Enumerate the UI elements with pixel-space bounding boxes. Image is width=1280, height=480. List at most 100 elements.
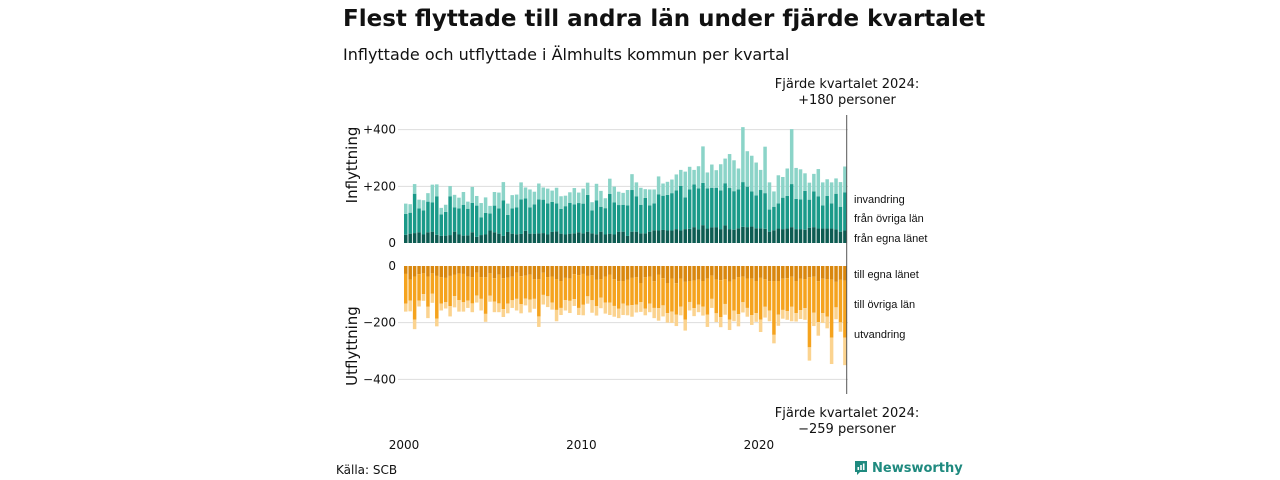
bar-invandring: [590, 202, 594, 211]
bar-fran-ovriga-lan: [559, 209, 563, 234]
bar-utvandring: [470, 303, 475, 313]
bar-utvandring: [643, 308, 648, 316]
bar-fran-egna-lanet: [523, 230, 528, 243]
bar-fran-ovriga-lan: [532, 204, 537, 234]
bar-utvandring: [616, 308, 621, 319]
bar-utvandring: [612, 305, 616, 317]
bar-fran-ovriga-lan: [594, 200, 599, 235]
bar-fran-ovriga-lan: [479, 217, 483, 236]
bar-invandring: [710, 164, 714, 188]
bar-till-egna-lanet: [696, 266, 701, 280]
bar-utvandring: [568, 300, 572, 314]
bar-fran-egna-lanet: [825, 228, 829, 243]
bar-utvandring: [506, 303, 510, 314]
bar-utvandring: [439, 303, 443, 311]
bar-utvandring: [820, 313, 825, 323]
bar-utvandring: [785, 311, 789, 320]
bar-till-ovriga-lan: [452, 274, 457, 297]
bar-fran-egna-lanet: [408, 233, 412, 243]
bar-till-ovriga-lan: [430, 273, 435, 294]
bar-till-egna-lanet: [550, 266, 554, 277]
bar-till-ovriga-lan: [523, 275, 528, 299]
bar-utvandring: [492, 301, 497, 313]
brand-logo-link[interactable]: Newsworthy: [854, 460, 963, 476]
bar-fran-egna-lanet: [789, 227, 794, 243]
bar-fran-ovriga-lan: [488, 213, 492, 231]
bar-fran-egna-lanet: [683, 229, 687, 243]
bar-till-egna-lanet: [687, 266, 692, 282]
bar-till-ovriga-lan: [488, 273, 492, 296]
bar-till-egna-lanet: [585, 266, 590, 276]
bar-fran-ovriga-lan: [599, 206, 603, 232]
bar-invandring: [550, 190, 554, 202]
bar-till-ovriga-lan: [714, 279, 719, 314]
bar-fran-egna-lanet: [807, 227, 812, 243]
bar-invandring: [532, 191, 537, 205]
bar-till-ovriga-lan: [435, 275, 439, 319]
bar-fran-egna-lanet: [843, 230, 847, 243]
bar-till-egna-lanet: [639, 266, 643, 283]
bar-utvandring: [479, 298, 483, 311]
bar-fran-egna-lanet: [656, 230, 661, 243]
bar-till-egna-lanet: [661, 266, 665, 279]
bar-invandring: [798, 169, 803, 200]
bar-utvandring: [687, 301, 692, 311]
bar-till-ovriga-lan: [785, 278, 789, 312]
bar-utvandring: [448, 306, 452, 317]
bar-utvandring: [754, 313, 758, 322]
bar-fran-egna-lanet: [741, 226, 745, 243]
bar-till-egna-lanet: [785, 266, 789, 279]
bar-invandring: [594, 183, 599, 201]
bar-utvandring: [554, 309, 559, 322]
legend-invandring: invandring: [854, 194, 905, 206]
bar-till-egna-lanet: [492, 266, 497, 279]
bar-fran-ovriga-lan: [807, 199, 812, 228]
bar-till-ovriga-lan: [816, 281, 821, 323]
bar-utvandring: [812, 312, 816, 327]
callout-top-line1: Fjärde kvartalet 2024:: [775, 77, 919, 92]
bar-till-ovriga-lan: [834, 281, 838, 308]
bar-invandring: [807, 182, 812, 200]
bar-fran-egna-lanet: [426, 232, 430, 243]
bar-till-egna-lanet: [457, 266, 461, 274]
bar-fran-ovriga-lan: [794, 198, 798, 230]
bar-till-ovriga-lan: [838, 279, 843, 323]
bar-fran-ovriga-lan: [714, 187, 719, 228]
bar-till-ovriga-lan: [763, 279, 767, 307]
bar-till-egna-lanet: [812, 266, 816, 277]
bar-fran-ovriga-lan: [692, 184, 696, 228]
bar-invandring: [745, 151, 750, 187]
bar-till-ovriga-lan: [461, 273, 466, 303]
bar-till-egna-lanet: [745, 266, 750, 279]
bar-fran-egna-lanet: [625, 235, 630, 243]
bar-fran-ovriga-lan: [581, 203, 585, 234]
bar-invandring: [461, 192, 466, 205]
bar-utvandring: [581, 304, 585, 316]
bar-fran-ovriga-lan: [736, 189, 741, 229]
bar-till-egna-lanet: [683, 266, 687, 282]
bar-utvandring: [772, 334, 776, 344]
bar-invandring: [794, 167, 798, 199]
bar-fran-ovriga-lan: [763, 193, 767, 229]
bar-till-ovriga-lan: [776, 281, 781, 315]
bar-invandring: [603, 198, 608, 209]
bar-fran-egna-lanet: [745, 227, 750, 243]
bar-till-ovriga-lan: [679, 278, 683, 307]
bar-invandring: [758, 169, 763, 191]
bar-invandring: [754, 162, 758, 196]
bar-fran-ovriga-lan: [412, 193, 417, 234]
bar-fran-ovriga-lan: [514, 207, 519, 235]
bar-till-egna-lanet: [741, 266, 745, 277]
bar-till-ovriga-lan: [625, 279, 630, 306]
bar-fran-ovriga-lan: [803, 190, 807, 230]
bar-till-ovriga-lan: [519, 276, 523, 305]
bar-utvandring: [723, 303, 727, 315]
bar-fran-ovriga-lan: [741, 182, 745, 227]
bar-till-egna-lanet: [674, 266, 679, 284]
bar-till-ovriga-lan: [829, 279, 834, 338]
bar-utvandring: [741, 302, 745, 313]
bar-fran-ovriga-lan: [701, 182, 705, 226]
bar-fran-egna-lanet: [798, 229, 803, 243]
bar-till-egna-lanet: [519, 266, 523, 277]
y-tick-label-inflow: 0: [388, 236, 396, 250]
